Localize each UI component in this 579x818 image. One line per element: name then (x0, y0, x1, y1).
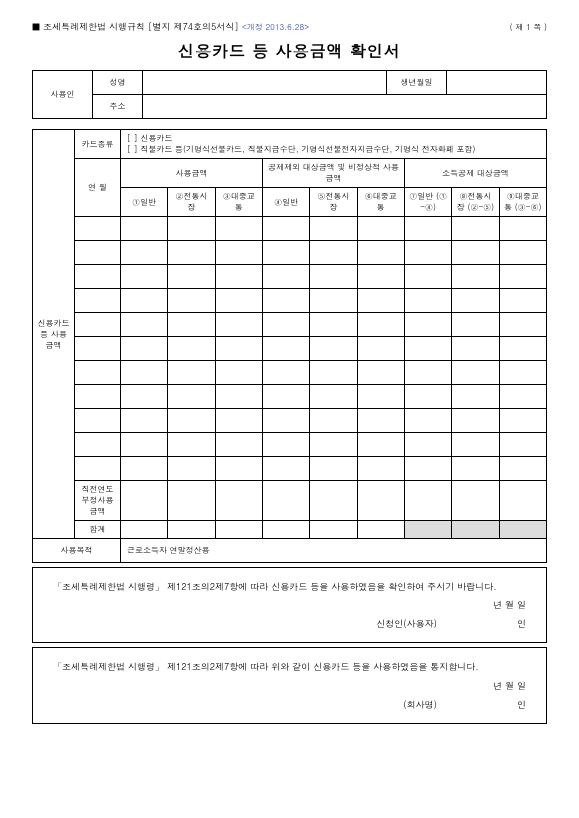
date-line-2: 년 월 일 (493, 679, 526, 692)
amendment-note: <개정 2013.6.28> (242, 22, 309, 33)
seal-2: 인 (517, 698, 526, 711)
side-label: 신용카드 등 사용금액 (33, 130, 75, 539)
purpose-label: 사용목적 (33, 539, 121, 563)
col-7: ⑦일반 (①-④) (404, 188, 451, 217)
cardtype-options: [ ] 신용카드 [ ] 직불카드 등(기명식선불카드, 직불지급수단, 기명식… (121, 130, 547, 159)
col-3: ③대중교통 (215, 188, 262, 217)
user-table: 사용인 성명 생년월일 주소 (32, 70, 547, 119)
name-label: 성명 (93, 71, 143, 95)
cardtype-label: 카드종류 (75, 130, 121, 159)
group-usage: 사용금액 (121, 159, 263, 188)
page-indicator: ( 제 1 쪽 ) (510, 22, 547, 33)
ym-cell (75, 217, 121, 241)
date-line-1: 년 월 일 (493, 598, 526, 611)
group-deduction: 소득공제 대상금액 (404, 159, 546, 188)
birth-label: 생년월일 (387, 71, 447, 95)
request-text: 「조세특례제한법 시행령」 제121조의2제7항에 따라 신용카드 등을 사용하… (53, 580, 526, 594)
col-2: ②전통시장 (168, 188, 215, 217)
amount-table: 신용카드 등 사용금액 카드종류 [ ] 신용카드 [ ] 직불카드 등(기명식… (32, 129, 547, 563)
col-1: ①일반 (121, 188, 168, 217)
opt-debit: [ ] 직불카드 등(기명식선불카드, 직불지급수단, 기명식선불전자지급수단,… (127, 144, 542, 155)
request-box: 「조세특례제한법 시행령」 제121조의2제7항에 따라 신용카드 등을 사용하… (32, 567, 547, 643)
notice-text: 「조세특례제한법 시행령」 제121조의2제7항에 따라 위와 같이 신용카드 … (53, 660, 526, 674)
notice-box: 「조세특례제한법 시행령」 제121조의2제7항에 따라 위와 같이 신용카드 … (32, 647, 547, 723)
total-label: 합계 (75, 521, 121, 539)
company-label: (회사명) (403, 698, 437, 711)
opt-credit: [ ] 신용카드 (127, 133, 542, 144)
purpose-value: 근로소득자 연말정산용 (121, 539, 547, 563)
bullet: ■ (32, 20, 40, 33)
group-excluded: 공제제외 대상금액 및 비정상적 사용금액 (262, 159, 404, 188)
col-8: ⑧전통시장 (②-⑤) (452, 188, 499, 217)
birth-value (447, 71, 547, 95)
seal-1: 인 (517, 617, 526, 630)
col-4: ④일반 (262, 188, 309, 217)
col-5: ⑤전통시장 (310, 188, 357, 217)
col-9: ⑨대중교통 (③-⑥) (499, 188, 546, 217)
doc-title: 신용카드 등 사용금액 확인서 (32, 39, 547, 62)
regulation-text: 조세특례제한법 시행규칙 [별지 제74호의5서식] (43, 20, 239, 33)
yearmonth-label: 연 월 (75, 159, 121, 217)
prev-year-label: 직전연도 부정사용금액 (75, 481, 121, 521)
addr-value (143, 95, 547, 119)
col-6: ⑥대중교통 (357, 188, 404, 217)
user-section-label: 사용인 (33, 71, 93, 119)
addr-label: 주소 (93, 95, 143, 119)
applicant-label: 신청인(사용자) (376, 617, 437, 630)
name-value (143, 71, 387, 95)
